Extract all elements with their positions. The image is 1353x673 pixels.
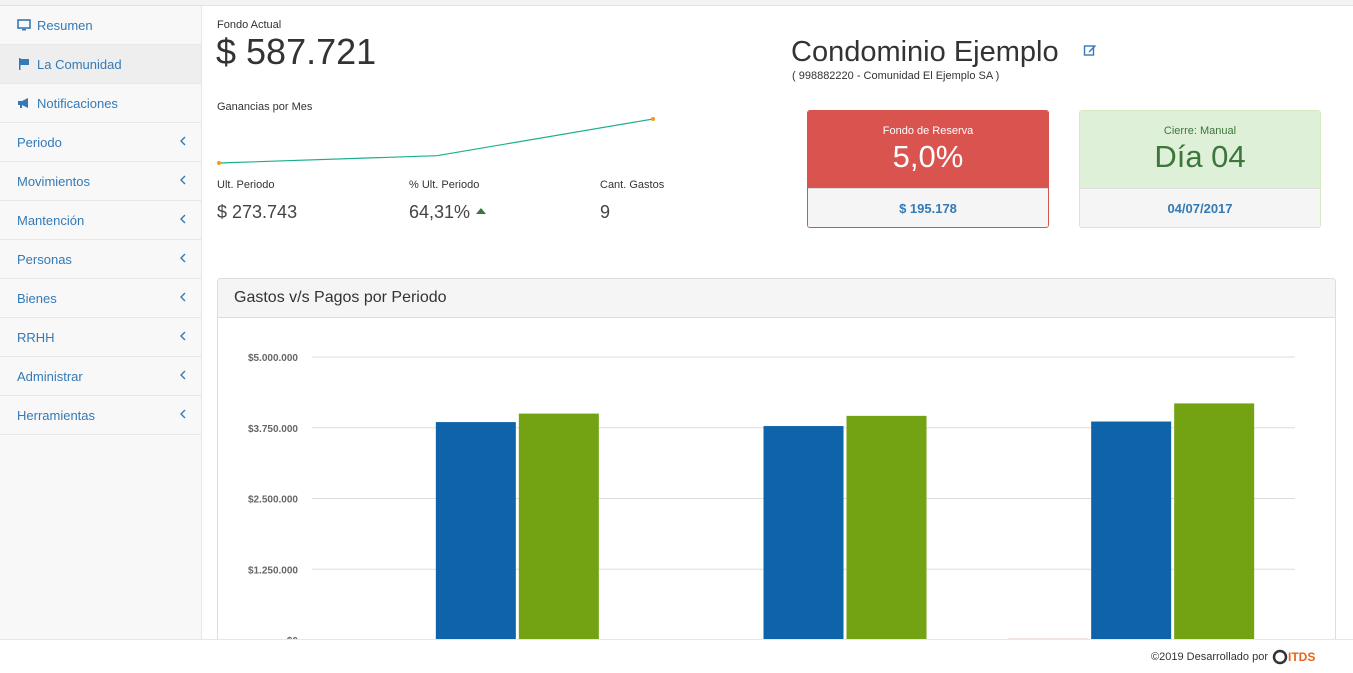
sidebar-item-la-comunidad[interactable]: La Comunidad xyxy=(0,45,201,84)
chevron-left-icon xyxy=(180,292,186,302)
ganancias-sparkline xyxy=(217,117,655,165)
cierre-day: Día 04 xyxy=(1154,139,1246,174)
caret-up-icon xyxy=(476,208,487,214)
fondo-actual-label: Fondo Actual xyxy=(217,19,282,31)
svg-text:ITDS: ITDS xyxy=(1288,650,1315,664)
sidebar: Resumen La Comunidad Notificaciones Peri… xyxy=(0,6,202,639)
desktop-icon xyxy=(17,19,31,31)
chart-bar xyxy=(763,426,844,639)
chart-bar xyxy=(1174,403,1255,639)
condominio-title: Condominio Ejemplo xyxy=(791,36,1059,68)
sparkline-point xyxy=(217,161,221,165)
sidebar-item-rrhh[interactable]: RRHH xyxy=(0,318,201,357)
footer: ©2019 Desarrollado por ITDS xyxy=(0,639,1353,673)
sidebar-item-bienes[interactable]: Bienes xyxy=(0,279,201,318)
flag-icon xyxy=(19,58,29,70)
ganancias-label: Ganancias por Mes xyxy=(217,101,313,113)
sidebar-item-label: Movimientos xyxy=(17,173,90,189)
sidebar-item-notificaciones[interactable]: Notificaciones xyxy=(0,84,201,123)
gastos-pagos-chart: $0 $1.250.000 $2.500.000 $3.750.000 $5.000.0… xyxy=(248,353,1295,639)
chevron-left-icon xyxy=(180,253,186,263)
ult-periodo-label: Ult. Periodo xyxy=(217,179,275,191)
fondo-reserva-amount[interactable]: $ 195.178 xyxy=(808,188,1048,227)
sparkline-point xyxy=(651,117,655,121)
cant-gastos-value: 9 xyxy=(600,202,611,222)
sidebar-item-label: Administrar xyxy=(17,368,83,384)
sidebar-item-movimientos[interactable]: Movimientos xyxy=(0,162,201,201)
fondo-reserva-percent: 5,0% xyxy=(892,139,964,174)
chart-bar xyxy=(846,415,927,639)
pct-value-text: 64,31% xyxy=(409,202,471,222)
sidebar-item-administrar[interactable]: Administrar xyxy=(0,357,201,396)
bullhorn-icon xyxy=(18,98,28,108)
condominio-subtitle: ( 998882220 - Comunidad El Ejemplo SA ) xyxy=(792,70,1000,82)
footer-text: ©2019 Desarrollado por xyxy=(1151,651,1268,663)
panel-title: Gastos v/s Pagos por Periodo xyxy=(218,279,1335,318)
fondo-reserva-label: Fondo de Reserva xyxy=(882,125,974,137)
sidebar-item-label: Periodo xyxy=(17,134,62,150)
y-tick-label: $1.250.000 xyxy=(248,565,298,576)
y-tick-label: $2.500.000 xyxy=(248,495,298,506)
top-border xyxy=(0,0,1353,6)
sidebar-item-label: Resumen xyxy=(37,17,93,33)
sidebar-item-herramientas[interactable]: Herramientas xyxy=(0,396,201,435)
chevron-left-icon xyxy=(180,370,186,380)
fondo-reserva-head: Fondo de Reserva 5,0% xyxy=(808,111,1048,188)
sidebar-item-label: RRHH xyxy=(17,329,55,345)
sidebar-item-resumen[interactable]: Resumen xyxy=(0,6,201,45)
sidebar-item-periodo[interactable]: Periodo xyxy=(0,123,201,162)
cierre-head: Cierre: Manual Día 04 xyxy=(1080,111,1320,188)
y-tick-label: $5.000.000 xyxy=(248,353,298,364)
sparkline-line xyxy=(218,118,654,164)
sidebar-item-label: Bienes xyxy=(17,290,57,306)
sidebar-item-label: La Comunidad xyxy=(37,56,122,72)
cierre-date[interactable]: 04/07/2017 xyxy=(1080,188,1320,227)
chart-bar xyxy=(1091,421,1172,639)
chevron-left-icon xyxy=(180,175,186,185)
sidebar-item-label: Notificaciones xyxy=(37,95,118,111)
fondo-reserva-card: Fondo de Reserva 5,0% $ 195.178 xyxy=(807,110,1049,228)
gastos-pagos-panel: Gastos v/s Pagos por Periodo $0 $1.250.00… xyxy=(217,278,1336,639)
chart-bar xyxy=(518,413,599,639)
sidebar-item-mantencion[interactable]: Mantención xyxy=(0,201,201,240)
edit-icon[interactable] xyxy=(1083,43,1097,57)
chart-bar xyxy=(435,422,516,639)
cierre-card: Cierre: Manual Día 04 04/07/2017 xyxy=(1079,110,1321,228)
y-tick-label: $3.750.000 xyxy=(248,424,298,435)
sidebar-item-label: Mantención xyxy=(17,212,85,228)
fondo-actual-value: $ 587.721 xyxy=(216,31,377,72)
chevron-left-icon xyxy=(180,331,186,341)
chevron-left-icon xyxy=(180,136,186,146)
cant-gastos-label: Cant. Gastos xyxy=(600,179,665,191)
pct-ult-periodo-label: % Ult. Periodo xyxy=(409,179,480,191)
pct-ult-periodo-value: 64,31% xyxy=(409,202,487,223)
cierre-label: Cierre: Manual xyxy=(1163,125,1237,137)
ult-periodo-value: $ 273.743 xyxy=(217,202,298,222)
y-tick-label: $0 xyxy=(287,636,299,639)
chevron-left-icon xyxy=(180,214,186,224)
sidebar-item-personas[interactable]: Personas xyxy=(0,240,201,279)
itds-logo[interactable]: ITDS xyxy=(1272,647,1328,667)
chevron-left-icon xyxy=(180,409,186,419)
sidebar-item-label: Personas xyxy=(17,251,72,267)
sidebar-item-label: Herramientas xyxy=(17,407,96,423)
main-content: Fondo Actual $ 587.721 Ganancias por Mes… xyxy=(202,6,1353,639)
